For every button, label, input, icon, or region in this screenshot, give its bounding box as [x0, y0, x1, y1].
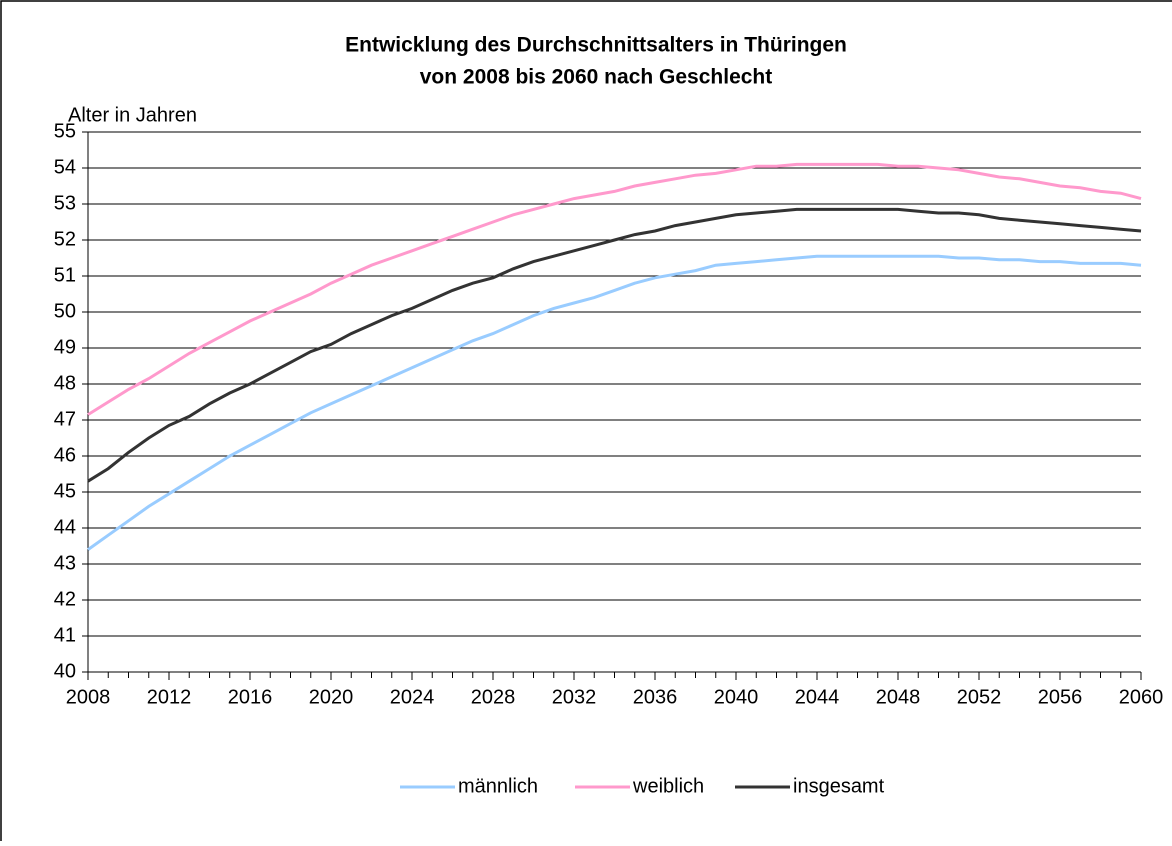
y-tick-label: 46	[54, 444, 76, 466]
y-tick-label: 40	[54, 660, 76, 682]
y-tick-label: 50	[54, 300, 76, 322]
x-tick-label: 2032	[552, 686, 597, 708]
x-tick-label: 2048	[876, 686, 921, 708]
legend-label: weiblich	[632, 775, 704, 797]
x-tick-label: 2024	[390, 686, 435, 708]
x-tick-label: 2052	[957, 686, 1002, 708]
y-tick-label: 42	[54, 588, 76, 610]
y-tick-label: 44	[54, 516, 76, 538]
legend-label: insgesamt	[793, 775, 885, 797]
x-tick-label: 2016	[228, 686, 273, 708]
x-tick-label: 2008	[66, 686, 111, 708]
y-tick-label: 53	[54, 192, 76, 214]
x-tick-label: 2028	[471, 686, 516, 708]
x-tick-label: 2036	[633, 686, 678, 708]
y-tick-label: 55	[54, 120, 76, 142]
legend-label: männlich	[458, 775, 538, 797]
series-line	[87, 207, 1142, 483]
y-tick-label: 41	[54, 624, 76, 646]
y-tick-label: 49	[54, 336, 76, 358]
series-line	[87, 162, 1142, 416]
y-tick-label: 54	[54, 156, 76, 178]
y-tick-label: 48	[54, 372, 76, 394]
chart-title: Entwicklung des Durchschnittsalters in T…	[345, 34, 847, 57]
x-tick-label: 2044	[795, 686, 840, 708]
x-tick-label: 2012	[147, 686, 192, 708]
x-tick-label: 2060	[1119, 686, 1164, 708]
y-tick-label: 45	[54, 480, 76, 502]
y-tick-label: 51	[54, 264, 76, 286]
chart-title: von 2008 bis 2060 nach Geschlecht	[420, 66, 773, 89]
x-tick-label: 2020	[309, 686, 354, 708]
y-tick-label: 47	[54, 408, 76, 430]
x-tick-label: 2056	[1038, 686, 1083, 708]
y-tick-label: 43	[54, 552, 76, 574]
y-tick-label: 52	[54, 228, 76, 250]
y-axis-label: Alter in Jahren	[68, 104, 197, 126]
x-tick-label: 2040	[714, 686, 759, 708]
series-line	[87, 254, 1142, 551]
